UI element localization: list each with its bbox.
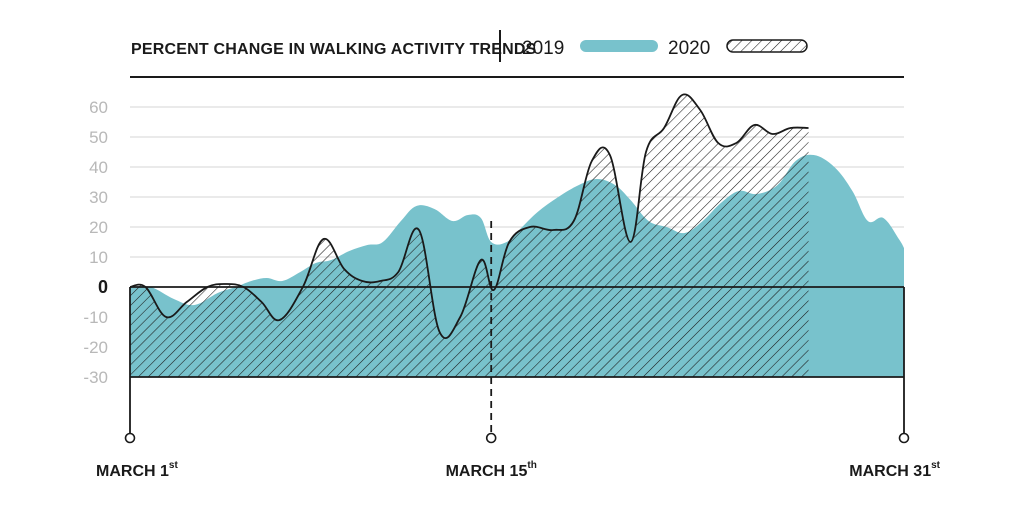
y-tick-label: 20: [89, 218, 108, 237]
x-axis-marker: [124, 432, 136, 444]
y-tick-label: 60: [89, 98, 108, 117]
y-tick-label: 30: [89, 188, 108, 207]
legend: 2019 2020: [522, 38, 808, 59]
x-axis-marker: [898, 432, 910, 444]
chart-title: PERCENT CHANGE IN WALKING ACTIVITY TREND…: [131, 41, 537, 58]
x-axis: MARCH 1st MARCH 15th MARCH 31st: [96, 221, 941, 480]
y-tick-label: -20: [83, 338, 108, 357]
legend-label-2020: 2020: [668, 38, 710, 59]
y-tick-label: -10: [83, 308, 108, 327]
y-tick-label: 10: [89, 248, 108, 267]
legend-label-2019: 2019: [522, 38, 564, 59]
y-tick-label: -30: [83, 368, 108, 387]
area-series-2020: [130, 94, 809, 377]
y-tick-label: 40: [89, 158, 108, 177]
y-tick-label: 50: [89, 128, 108, 147]
legend-swatch-2019: [580, 40, 658, 52]
x-axis-label: MARCH 1st: [96, 460, 178, 480]
x-axis-label: MARCH 31st: [849, 460, 940, 480]
x-axis-label: MARCH 15th: [446, 460, 537, 480]
grid-lines: [130, 106, 904, 258]
legend-swatch-2020: [726, 39, 808, 53]
x-axis-marker: [485, 432, 497, 444]
y-axis: 60 50 40 30 20 10 0 -10 -20 -30: [83, 98, 108, 387]
y-tick-label: 0: [98, 277, 108, 297]
